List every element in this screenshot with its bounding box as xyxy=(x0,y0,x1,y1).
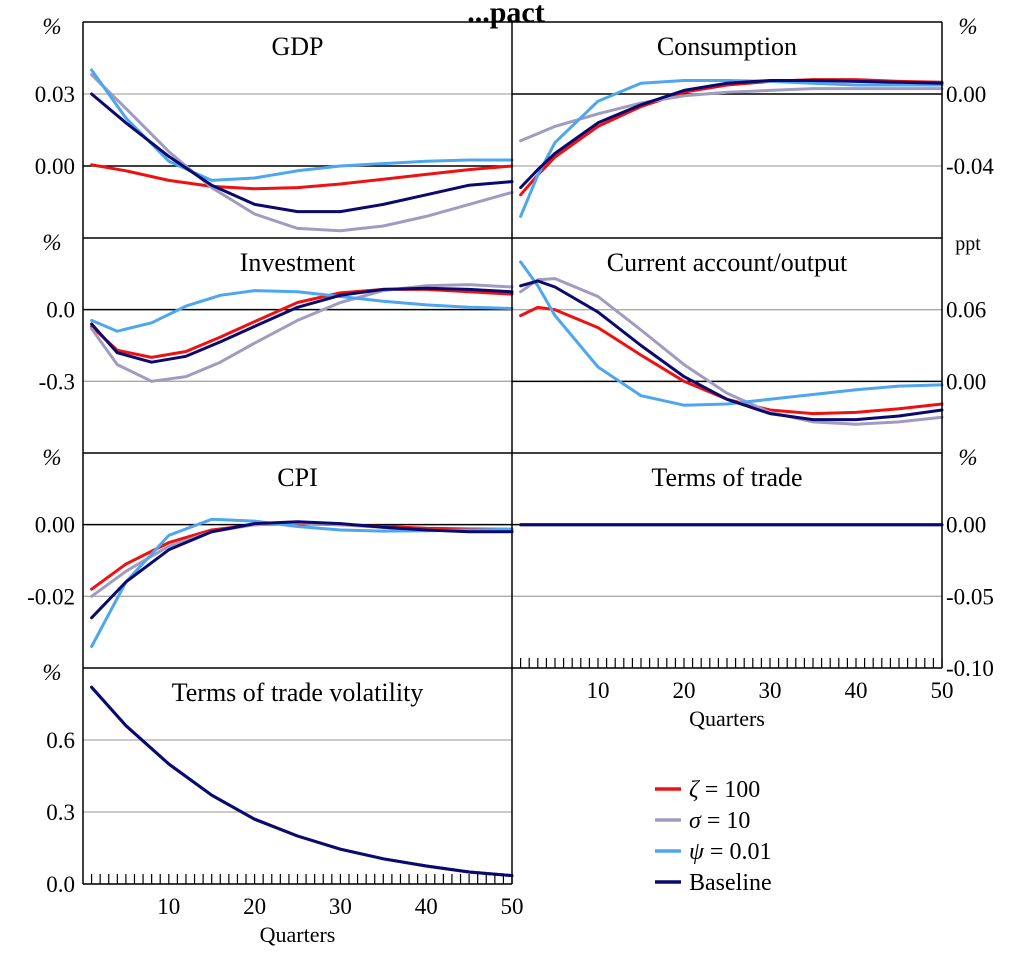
series-line-gdp-2 xyxy=(90,68,514,182)
legend-text: Baseline xyxy=(689,870,772,896)
legend: ζ = 100 σ = 10 ψ = 0.01 Baseline xyxy=(655,777,772,896)
y-tick-label: -0.10 xyxy=(946,656,994,681)
panel-title-investment: Investment xyxy=(240,248,356,277)
panel-terms_of_trade: Terms of trade 0.00 -0.05 -0.10% xyxy=(512,445,994,681)
y-tick-label: 0.3 xyxy=(46,800,75,825)
series-line-investment-0 xyxy=(90,287,514,359)
x-tick-label: 40 xyxy=(845,678,868,703)
panel-tot_volatility: Terms of trade volatility 0.0 0.3 0.6% xyxy=(42,660,514,897)
frame xyxy=(82,21,943,884)
x-axis-title-right: Quarters xyxy=(689,706,765,731)
panel-title-terms_of_trade: Terms of trade xyxy=(651,463,802,492)
legend-text: = 10 xyxy=(701,808,751,834)
x-tick-label: 50 xyxy=(931,678,954,703)
series-line-current_account-2 xyxy=(519,260,944,407)
panel-title-consumption: Consumption xyxy=(657,32,797,61)
y-tick-label: 0.0 xyxy=(46,872,75,897)
y-tick-label: 0.03 xyxy=(35,82,75,107)
series-line-cpi-3 xyxy=(90,520,514,620)
unit-label: % xyxy=(42,660,61,685)
x-axis-ticks xyxy=(512,658,943,669)
series-line-gdp-3 xyxy=(90,92,514,214)
panel-title-gdp: GDP xyxy=(271,32,323,61)
panel-consumption: Consumption 0.00 -0.04% xyxy=(512,14,994,218)
y-tick-label: 0.6 xyxy=(46,728,75,753)
panel-cpi: CPI 0.00 -0.02% xyxy=(27,445,514,648)
series-line-investment-2 xyxy=(90,289,514,333)
series-line-tot_volatility-2 xyxy=(90,685,514,878)
series-line-cpi-2 xyxy=(90,517,514,648)
y-tick-label: 0.00 xyxy=(35,513,75,538)
y-tick-label: -0.02 xyxy=(27,584,75,609)
series-line-investment-1 xyxy=(90,283,514,383)
series-line-current_account-1 xyxy=(519,277,944,426)
chart-panels: GDP0.000.03%Consumption0.00-0.04%Investm… xyxy=(27,14,994,947)
unit-label: ppt xyxy=(955,233,981,255)
figure-title: ...pact xyxy=(467,0,545,29)
x-tick-label: 40 xyxy=(415,894,438,919)
y-tick-label: -0.04 xyxy=(946,154,994,179)
unit-label: % xyxy=(42,14,61,39)
legend-text: = 0.01 xyxy=(704,839,772,865)
y-tick-label: -0.05 xyxy=(946,584,994,609)
legend-text: = 100 xyxy=(699,777,761,803)
y-tick-label: 0.00 xyxy=(35,154,75,179)
x-axis-title-left: Quarters xyxy=(260,922,336,947)
legend-label-3: Baseline xyxy=(689,870,772,896)
panel-title-current_account: Current account/output xyxy=(607,248,848,277)
series-line-cpi-0 xyxy=(90,522,514,591)
series-line-consumption-1 xyxy=(519,87,944,143)
x-tick-label: 20 xyxy=(243,894,266,919)
panel-title-tot_volatility: Terms of trade volatility xyxy=(172,678,424,707)
x-tick-label: 30 xyxy=(759,678,782,703)
x-axis-ticks xyxy=(83,874,513,885)
y-tick-label: -0.3 xyxy=(39,369,75,394)
x-tick-label: 10 xyxy=(587,678,610,703)
y-tick-label: 0.06 xyxy=(946,298,986,323)
panel-gdp: GDP 0.00 0.03% xyxy=(35,14,514,233)
x-tick-label: 10 xyxy=(157,894,180,919)
series-line-current_account-0 xyxy=(519,305,944,416)
x-tick-label: 20 xyxy=(673,678,696,703)
series-line-tot_volatility-3 xyxy=(90,685,514,878)
panel-title-cpi: CPI xyxy=(277,463,317,492)
unit-label: % xyxy=(42,445,61,470)
y-tick-label: 0.00 xyxy=(946,513,986,538)
y-tick-label: 0.0 xyxy=(46,298,75,323)
legend-label-0: ζ = 100 xyxy=(689,777,760,803)
unit-label: % xyxy=(42,230,61,255)
legend-label-2: ψ = 0.01 xyxy=(689,839,771,865)
panel-investment: Investment 0.0 -0.3% xyxy=(39,230,514,394)
series-line-gdp-1 xyxy=(90,73,514,233)
x-tick-label: 50 xyxy=(501,894,524,919)
series-line-consumption-0 xyxy=(519,78,944,197)
series-line-consumption-2 xyxy=(519,79,944,218)
panel-current_account: Current account/output 0.06 0.00 ppt xyxy=(512,233,986,426)
series-line-tot_volatility-1 xyxy=(90,685,514,878)
y-tick-label: 0.00 xyxy=(946,82,986,107)
unit-label: % xyxy=(958,14,977,39)
unit-label: % xyxy=(958,445,977,470)
legend-symbol: σ xyxy=(689,808,702,834)
legend-symbol: ζ xyxy=(689,777,701,803)
legend-label-1: σ = 10 xyxy=(689,808,750,834)
series-line-current_account-3 xyxy=(519,279,944,422)
series-line-gdp-0 xyxy=(90,163,514,191)
series-line-tot_volatility-0 xyxy=(90,685,514,878)
legend-symbol: ψ xyxy=(689,839,705,865)
series-line-consumption-3 xyxy=(519,79,944,190)
x-tick-label: 30 xyxy=(329,894,352,919)
series-line-investment-3 xyxy=(90,286,514,364)
y-tick-label: 0.00 xyxy=(946,369,986,394)
